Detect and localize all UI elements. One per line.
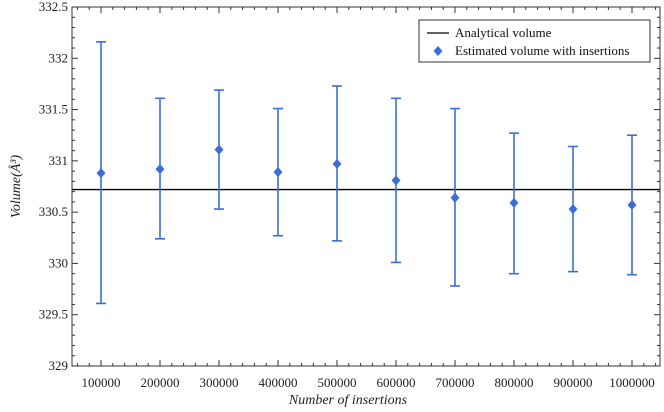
y-tick-label: 329.5 — [39, 307, 68, 322]
legend-entry-analytical: Analytical volume — [455, 25, 552, 40]
x-tick-label: 400000 — [259, 375, 298, 390]
data-point — [391, 175, 401, 186]
y-tick-label: 331.5 — [39, 102, 68, 117]
data-point — [450, 192, 460, 203]
x-tick-label: 200000 — [141, 375, 180, 390]
data-point — [155, 164, 165, 175]
data-point — [96, 168, 106, 179]
x-tick-label: 700000 — [436, 375, 475, 390]
y-tick-label: 329 — [49, 358, 69, 373]
x-axis-title: Number of insertions — [288, 393, 408, 408]
data-point — [627, 199, 637, 210]
x-tick-label: 300000 — [200, 375, 239, 390]
x-tick-label: 500000 — [318, 375, 357, 390]
x-tick-label: 600000 — [377, 375, 416, 390]
y-tick-label: 332 — [49, 50, 69, 65]
x-tick-label: 900000 — [554, 375, 593, 390]
x-tick-label: 100000 — [82, 375, 121, 390]
y-tick-label: 331 — [49, 153, 69, 168]
legend-box — [418, 19, 651, 63]
x-tick-label: 800000 — [495, 375, 534, 390]
y-tick-label: 330 — [49, 255, 69, 270]
data-point — [332, 158, 342, 169]
legend-marker-swatch — [433, 46, 443, 56]
data-point — [509, 197, 519, 208]
data-point — [214, 144, 224, 155]
data-point — [273, 167, 283, 178]
data-point — [568, 204, 578, 215]
legend-entry-estimated: Estimated volume with insertions — [455, 43, 629, 58]
y-tick-label: 330.5 — [39, 204, 68, 219]
plot-frame — [71, 6, 661, 367]
x-tick-label: 1000000 — [609, 375, 655, 390]
y-axis-title: Volume(Å³) — [8, 155, 24, 219]
y-tick-label: 332.5 — [39, 0, 68, 14]
